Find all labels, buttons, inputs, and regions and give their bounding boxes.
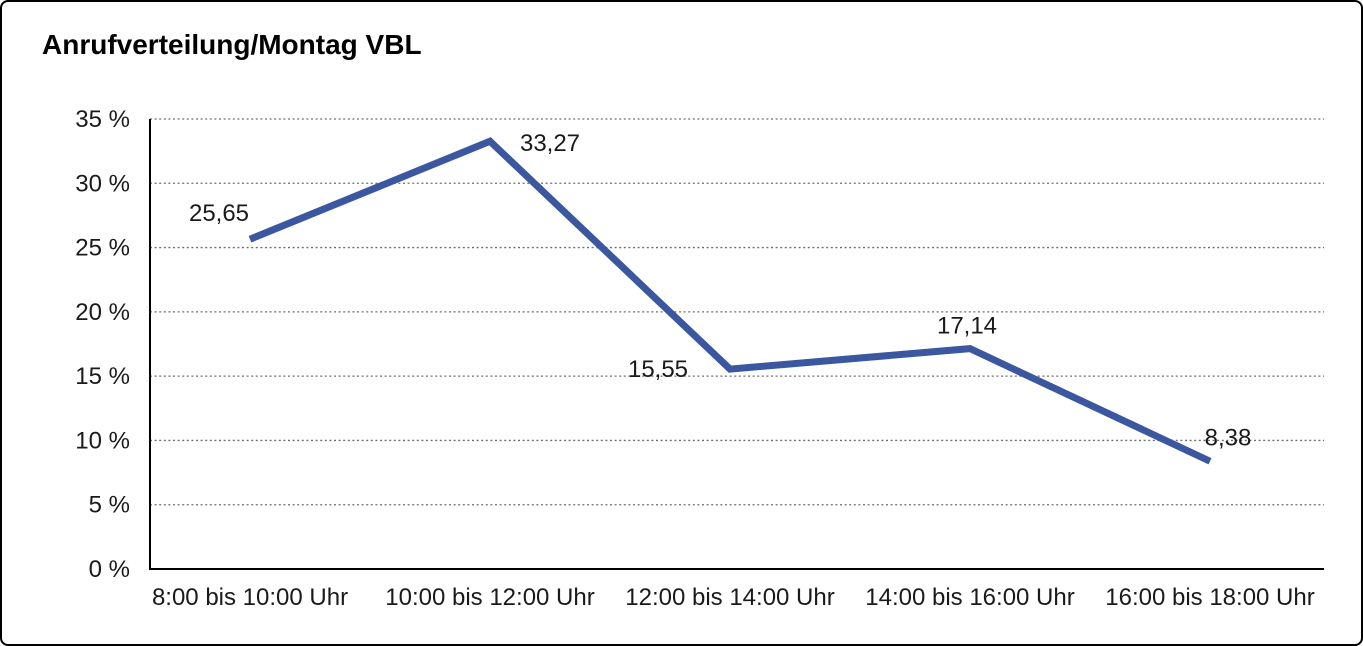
y-tick-label: 5 % [89,492,130,519]
y-tick-label: 15 % [75,363,130,390]
y-tick-label: 10 % [75,427,130,454]
y-tick-label: 30 % [75,170,130,197]
data-point-label: 17,14 [937,313,997,340]
x-tick-label: 16:00 bis 18:00 Uhr [1105,584,1314,611]
data-line [248,137,1212,465]
data-point-label: 8,38 [1205,424,1252,451]
x-tick-label: 8:00 bis 10:00 Uhr [152,584,348,611]
x-tick-label: 14:00 bis 16:00 Uhr [865,584,1074,611]
chart-title: Anrufverteilung/Montag VBL [42,29,422,60]
data-point-label: 15,55 [628,356,688,383]
y-tick-label: 35 % [75,106,130,133]
data-point-label: 25,65 [189,200,249,227]
data-point-label: 33,27 [520,130,580,157]
y-tick-label: 20 % [75,299,130,326]
y-tick-label: 0 % [89,556,130,583]
x-tick-label: 12:00 bis 14:00 Uhr [625,584,834,611]
y-tick-label: 25 % [75,235,130,262]
x-tick-label: 10:00 bis 12:00 Uhr [385,584,594,611]
